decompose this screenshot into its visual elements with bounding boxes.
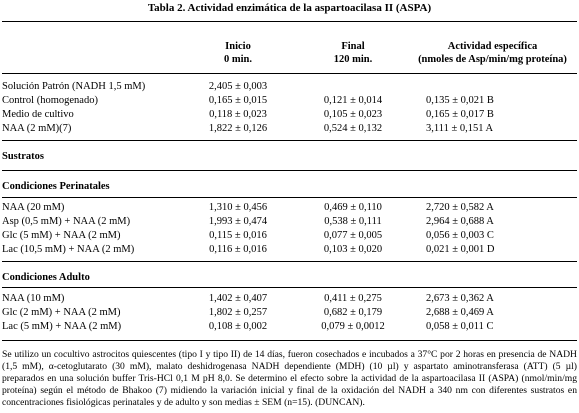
cell-inicio: 1,310 ± 0,456 [208, 202, 268, 213]
table-row: Solución Patrón (NADH 1,5 mM) 2,405 ± 0,… [0, 80, 579, 94]
header-rule [2, 73, 577, 74]
row-label: Glc (5 mM) + NAA (2 mM) [2, 230, 121, 241]
table-row: NAA (2 mM)(7) 1,822 ± 0,126 0,524 ± 0,13… [0, 122, 579, 136]
section-adulto: Condiciones Adulto [2, 272, 90, 283]
header-final-line2: 120 min. [333, 54, 373, 65]
cell-actividad: 2,964 ± 0,688 A [426, 216, 494, 227]
table-row: Asp (0,5 mM) + NAA (2 mM) 1,993 ± 0,474 … [0, 215, 579, 229]
header-final-line1: Final [341, 41, 365, 52]
row-label: NAA (10 mM) [2, 293, 65, 304]
row-label: Glc (2 mM) + NAA (2 mM) [2, 307, 121, 318]
cell-actividad: 0,021 ± 0,001 D [426, 244, 495, 255]
cell-actividad: 0,135 ± 0,021 B [426, 95, 494, 106]
row-label: NAA (2 mM)(7) [2, 123, 72, 134]
cell-actividad: 2,688 ± 0,469 A [426, 307, 494, 318]
table-row: Medio de cultivo 0,118 ± 0,023 0,105 ± 0… [0, 108, 579, 122]
header-inicio: Inicio 0 min. [198, 40, 278, 66]
bottom-rule [2, 340, 577, 341]
table-row: Glc (2 mM) + NAA (2 mM) 1,802 ± 0,257 0,… [0, 306, 579, 320]
cell-inicio: 1,802 ± 0,257 [208, 307, 268, 318]
cell-final: 0,103 ± 0,020 [323, 244, 383, 255]
cell-inicio: 0,116 ± 0,016 [209, 244, 267, 255]
cell-inicio: 1,993 ± 0,474 [208, 216, 268, 227]
cell-final: 0,105 ± 0,023 [323, 109, 383, 120]
cell-inicio: 0,118 ± 0,023 [209, 109, 267, 120]
header-actividad-line2: (nmoles de Asp/min/mg proteína) [418, 54, 567, 65]
table-row: Lac (10,5 mM) + NAA (2 mM) 0,116 ± 0,016… [0, 243, 579, 257]
cell-inicio: 2,405 ± 0,003 [208, 81, 268, 92]
header-actividad-line1: Actividad específica [447, 41, 538, 52]
row-label: Lac (5 mM) + NAA (2 mM) [2, 321, 122, 332]
table-row: NAA (10 mM) 1,402 ± 0,407 0,411 ± 0,275 … [0, 292, 579, 306]
table-row: Glc (5 mM) + NAA (2 mM) 0,115 ± 0,016 0,… [0, 229, 579, 243]
row-label: Solución Patrón (NADH 1,5 mM) [2, 81, 146, 92]
cell-final: 0,121 ± 0,014 [323, 95, 383, 106]
cell-final: 0,682 ± 0,179 [323, 307, 383, 318]
divider [2, 261, 577, 262]
cell-actividad: 2,673 ± 0,362 A [426, 293, 494, 304]
cell-final: 0,469 ± 0,110 [324, 202, 382, 213]
table-footnote: Se utilizo un cocultivo astrocitos quies… [2, 349, 577, 408]
cell-inicio: 0,165 ± 0,015 [208, 95, 268, 106]
row-label: Medio de cultivo [2, 109, 74, 120]
row-label: Asp (0,5 mM) + NAA (2 mM) [2, 216, 131, 227]
divider [2, 197, 577, 198]
cell-final: 0,079 ± 0,0012 [321, 321, 385, 332]
row-label: Lac (10,5 mM) + NAA (2 mM) [2, 244, 135, 255]
divider [2, 140, 577, 141]
divider [2, 170, 577, 171]
section-sustratos: Sustratos [2, 151, 45, 162]
cell-actividad: 0,165 ± 0,017 B [426, 109, 494, 120]
cell-inicio: 0,108 ± 0,002 [208, 321, 268, 332]
row-label: Control (homogenado) [2, 95, 98, 106]
cell-inicio: 1,822 ± 0,126 [208, 123, 268, 134]
header-actividad: Actividad específica (nmoles de Asp/min/… [405, 40, 579, 66]
cell-actividad: 3,111 ± 0,151 A [426, 123, 494, 134]
header-inicio-line1: Inicio [225, 41, 251, 52]
cell-actividad: 2,720 ± 0,582 A [426, 202, 494, 213]
section-perinatales: Condiciones Perinatales [2, 181, 110, 192]
row-label: NAA (20 mM) [2, 202, 65, 213]
header-final: Final 120 min. [313, 40, 393, 66]
table-row: Control (homogenado) 0,165 ± 0,015 0,121… [0, 94, 579, 108]
top-rule [2, 21, 577, 22]
cell-actividad: 0,056 ± 0,003 C [426, 230, 494, 241]
header-inicio-line2: 0 min. [223, 54, 252, 65]
cell-final: 0,538 ± 0,111 [324, 216, 382, 227]
table-row: Lac (5 mM) + NAA (2 mM) 0,108 ± 0,002 0,… [0, 320, 579, 334]
cell-actividad: 0,058 ± 0,011 C [426, 321, 494, 332]
cell-inicio: 1,402 ± 0,407 [208, 293, 268, 304]
cell-inicio: 0,115 ± 0,016 [209, 230, 267, 241]
table-title: Tabla 2. Actividad enzimática de la aspa… [147, 2, 432, 14]
cell-final: 0,411 ± 0,275 [324, 293, 382, 304]
cell-final: 0,077 ± 0,005 [323, 230, 383, 241]
table-row: NAA (20 mM) 1,310 ± 0,456 0,469 ± 0,110 … [0, 201, 579, 215]
divider [2, 287, 577, 288]
cell-final: 0,524 ± 0,132 [323, 123, 383, 134]
